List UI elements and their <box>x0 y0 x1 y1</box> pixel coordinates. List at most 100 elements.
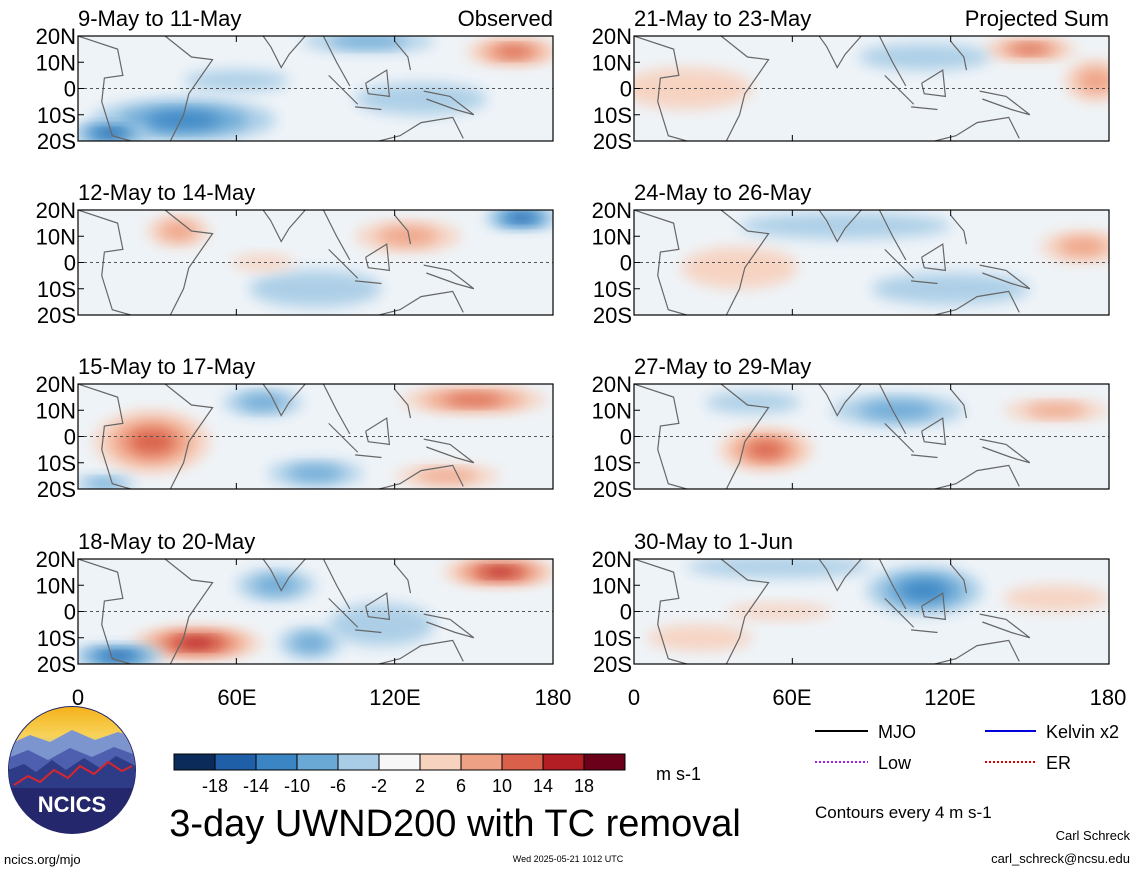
africa-east-coast <box>164 559 214 664</box>
wind-field <box>78 36 553 141</box>
south-asia-coast <box>818 559 907 610</box>
south-asia-coast <box>818 384 907 435</box>
y-tick: 20S <box>37 129 76 154</box>
wind-anomaly <box>901 581 948 600</box>
africa-west-coast <box>634 384 687 489</box>
wind-anomaly <box>705 391 801 413</box>
x-tick: 180 <box>535 685 572 710</box>
wind-anomaly <box>681 246 798 289</box>
wind-anomaly <box>129 429 175 455</box>
philippines <box>950 388 968 419</box>
new-guinea <box>979 264 1031 290</box>
y-tick: 10N <box>36 224 76 249</box>
y-tick: 10S <box>593 277 632 302</box>
y-tick: 20N <box>36 198 76 223</box>
y-tick: 0 <box>620 77 632 102</box>
y-tick: 0 <box>620 600 632 625</box>
panel-title: 27-May to 29-May <box>634 354 811 379</box>
colorbar-swatch <box>214 753 257 771</box>
wind-anomaly <box>378 227 438 246</box>
panel-title: 9-May to 11-May <box>78 6 241 31</box>
sumatra <box>884 597 915 628</box>
panels: 9-May to 11-May Observed20N10N010S20S12-M… <box>36 6 1110 677</box>
wind-anomaly <box>739 212 951 239</box>
africa-west-coast <box>78 210 131 315</box>
panel-title: 12-May to 14-May <box>78 180 255 205</box>
colorbar-swatch <box>173 753 216 771</box>
coastlines <box>634 384 1031 489</box>
south-asia-coast <box>818 36 907 87</box>
y-tick: 20S <box>593 652 632 677</box>
south-asia-coast <box>262 36 351 87</box>
wind-anomaly <box>231 254 295 271</box>
java <box>355 629 382 634</box>
philippines <box>394 214 412 245</box>
south-asia-coast <box>262 559 351 610</box>
africa-east-coast <box>720 559 770 664</box>
ncics-logo: NCICS <box>8 706 136 834</box>
wind-anomaly <box>86 479 123 489</box>
colorbar: -18 -14 -10 -6 -2 2 6 10 14 18 <box>173 753 626 796</box>
y-tick: 0 <box>64 425 76 450</box>
borneo <box>921 417 947 446</box>
wind-anomaly <box>328 603 435 646</box>
y-tick: 10N <box>36 50 76 75</box>
y-tick: 20N <box>36 24 76 49</box>
wind-field <box>78 386 548 489</box>
panel-title: 30-May to 1-Jun <box>634 529 793 554</box>
java <box>911 454 938 459</box>
wind-anomaly <box>494 46 533 57</box>
y-tick: 10S <box>37 103 76 128</box>
colorbar-swatch <box>337 753 380 771</box>
new-guinea <box>979 90 1031 116</box>
africa-east-coast <box>164 210 214 315</box>
panel-title: 21-May to 23-May <box>634 6 811 31</box>
coastlines <box>634 210 1031 315</box>
wind-anomaly <box>160 222 197 240</box>
africa-west-coast <box>78 384 131 489</box>
chart-title: 3-day UWND200 with TC removal <box>169 803 741 845</box>
y-tick: 20N <box>592 24 632 49</box>
y-tick: 20N <box>592 547 632 572</box>
australia-north-coast <box>378 290 464 315</box>
coastlines <box>78 210 475 315</box>
sumatra <box>884 422 915 453</box>
java <box>355 280 382 285</box>
colorbar-label: -6 <box>330 776 346 796</box>
africa-west-coast <box>78 36 131 141</box>
java <box>911 106 938 111</box>
africa-west-coast <box>634 559 687 664</box>
logo-text: NCICS <box>38 792 106 817</box>
wind-anomaly <box>1077 68 1109 93</box>
south-asia-coast <box>262 384 351 435</box>
panel-tag: Observed <box>458 6 553 31</box>
colorbar-label: -18 <box>202 776 228 796</box>
x-tick: 0 <box>628 685 640 710</box>
x-tick: 60E <box>217 685 256 710</box>
wind-anomaly <box>871 273 1030 305</box>
colorbar-swatch <box>255 753 298 771</box>
wind-anomaly <box>292 634 329 652</box>
wind-anomaly <box>686 559 872 578</box>
y-tick: 0 <box>620 251 632 276</box>
wind-anomaly <box>1011 44 1049 54</box>
australia-north-coast <box>934 290 1020 315</box>
wind-anomaly <box>183 70 290 92</box>
wind-anomaly <box>1026 404 1087 417</box>
wind-anomaly <box>417 469 478 482</box>
colorbar-label: 6 <box>456 776 466 796</box>
borneo <box>921 69 947 98</box>
coastlines <box>78 559 475 664</box>
java <box>911 280 938 285</box>
x-tick: 0 <box>72 685 84 710</box>
coastlines <box>78 384 475 489</box>
australia-north-coast <box>378 639 464 664</box>
panel: 21-May to 23-May Projected Sum 20N10N010S2… <box>592 6 1110 154</box>
y-tick: 10S <box>37 451 76 476</box>
new-guinea <box>979 438 1031 464</box>
